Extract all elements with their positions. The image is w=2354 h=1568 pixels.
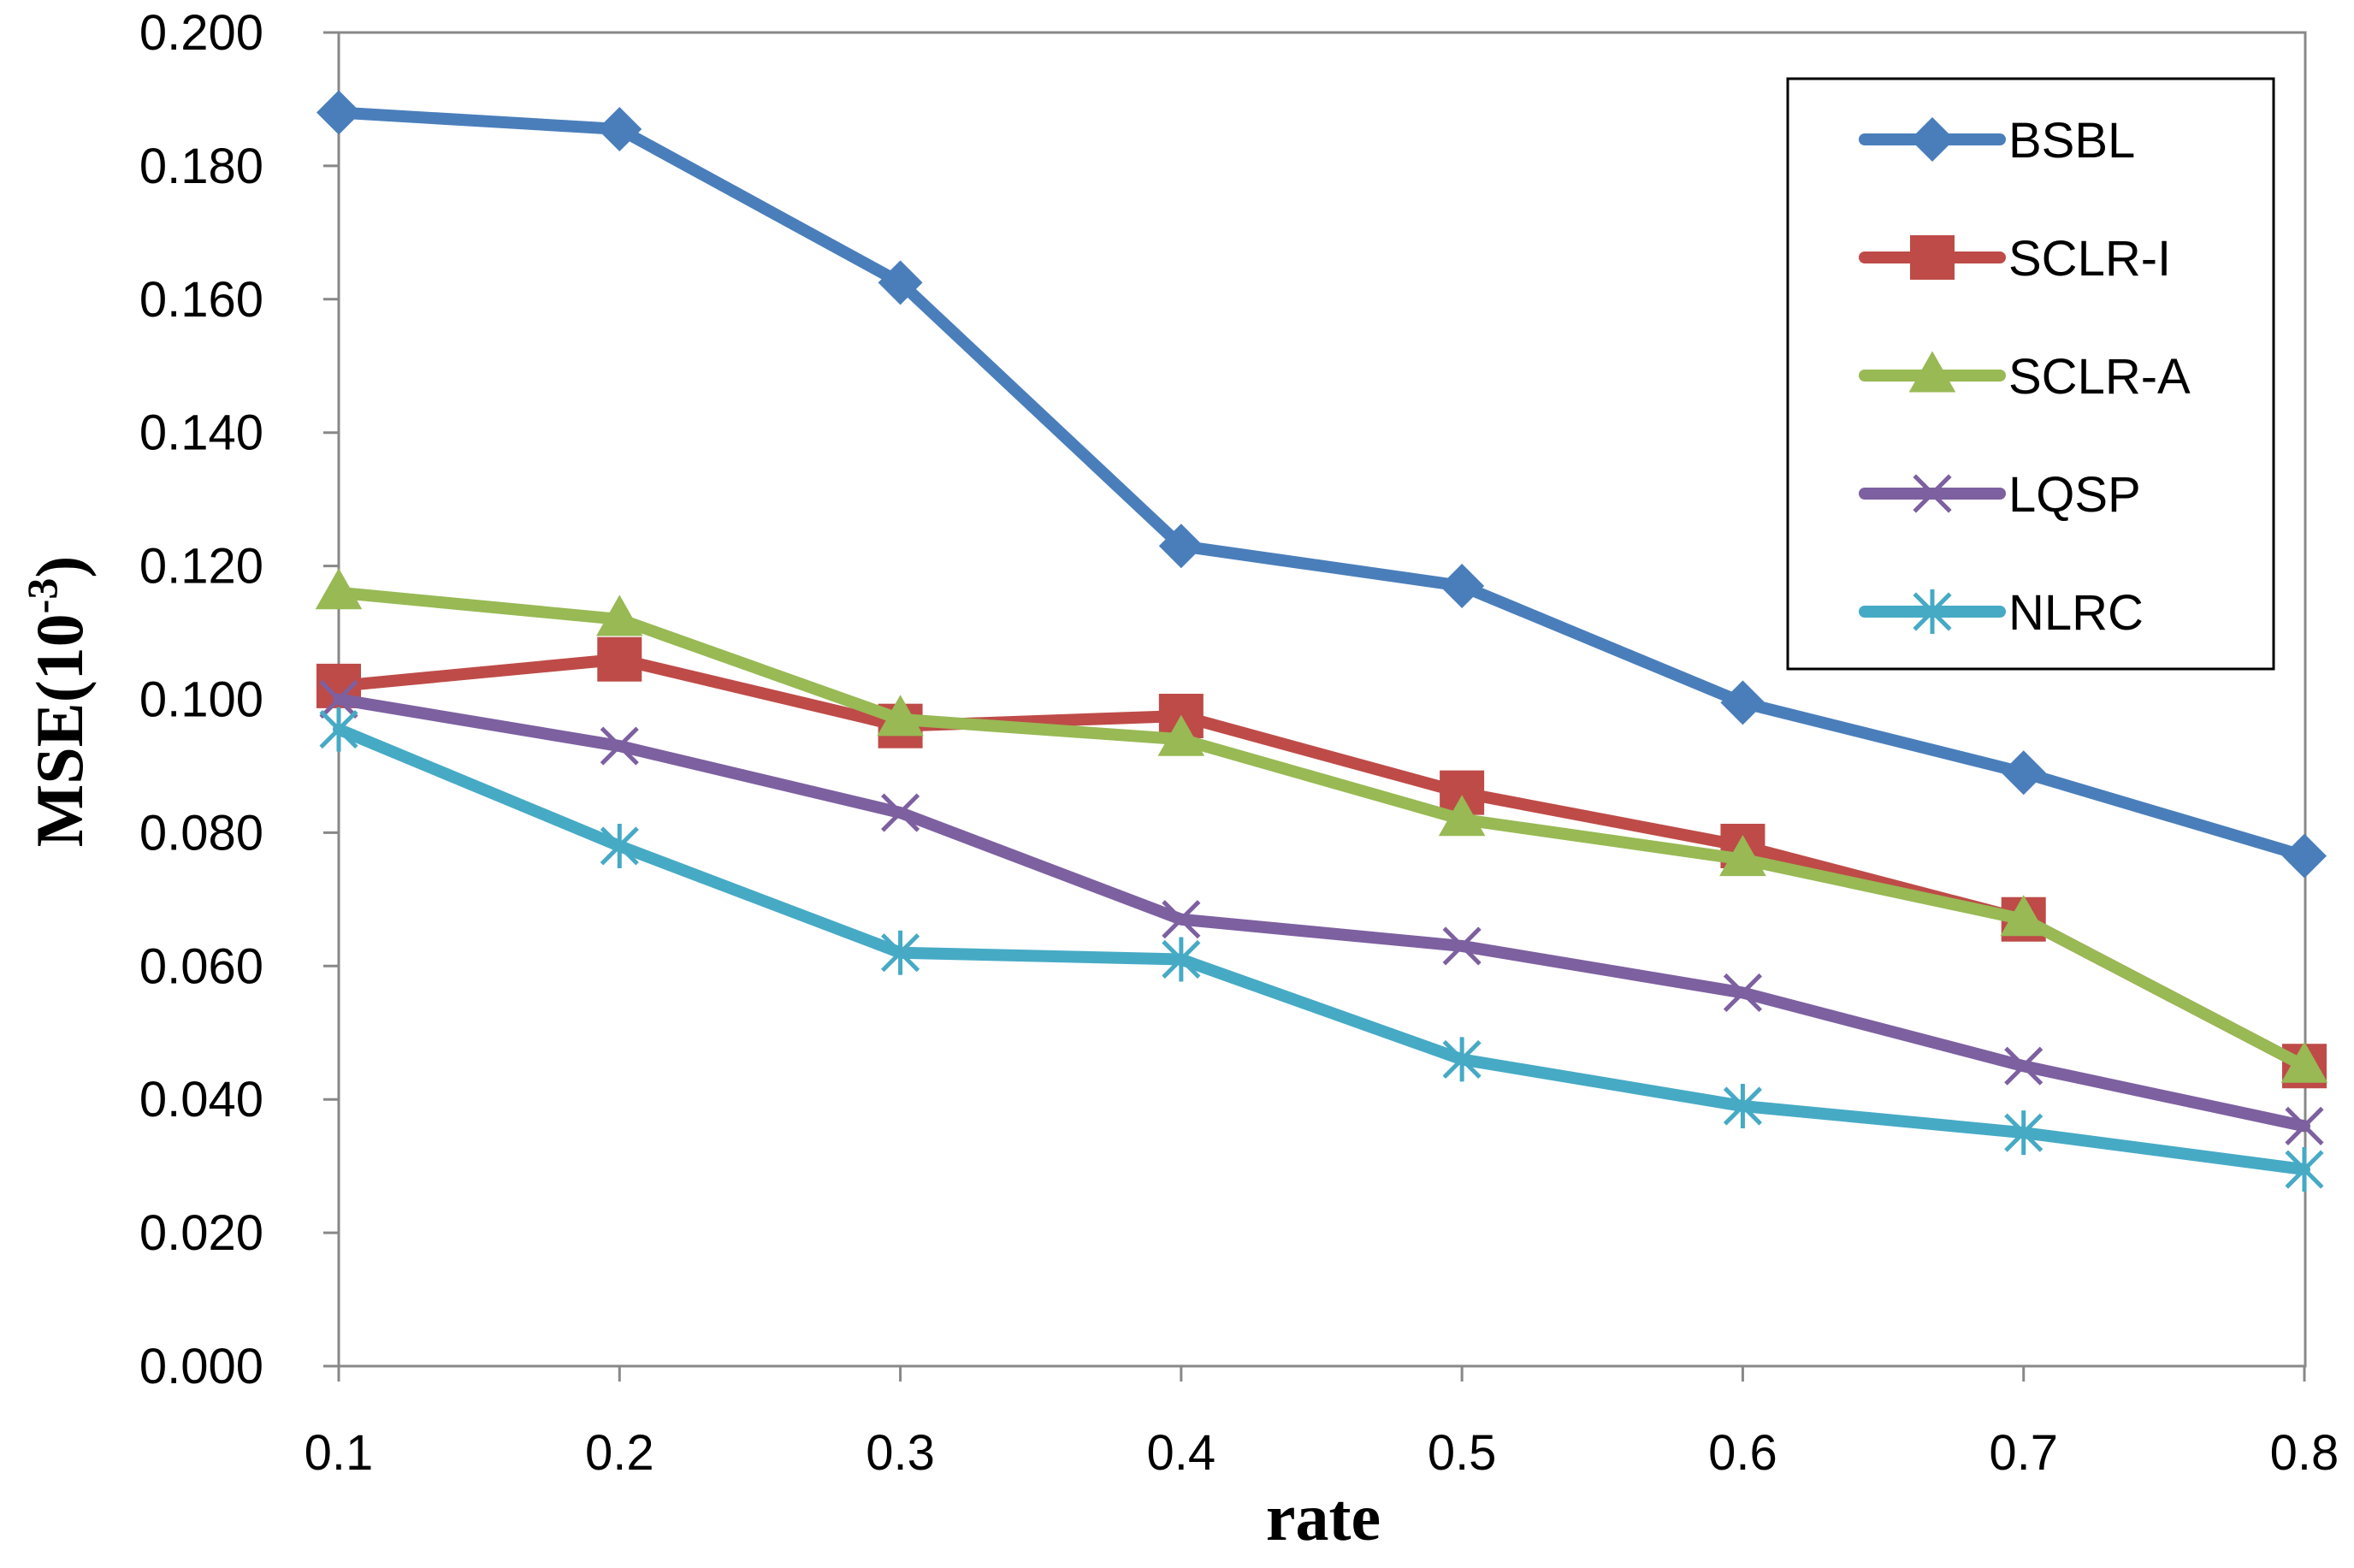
series-bsbl xyxy=(316,90,2327,879)
series-line xyxy=(333,106,2310,862)
star-marker xyxy=(2285,1147,2324,1192)
square-marker xyxy=(597,636,642,682)
triangle-marker xyxy=(1157,714,1205,756)
diamond-marker xyxy=(1910,117,1955,162)
legend-item-lqsp: LQSP xyxy=(1859,467,2141,523)
star-marker xyxy=(881,930,920,975)
star-marker xyxy=(319,707,358,752)
square-marker xyxy=(1910,235,1955,280)
star-marker xyxy=(600,823,639,868)
legend-item-bsbl: BSBL xyxy=(1859,113,2135,169)
legend-label: BSBL xyxy=(2008,113,2135,169)
series-line xyxy=(333,586,2310,1073)
x-tick-label: 0.6 xyxy=(1708,1425,1777,1481)
series-sclr-a xyxy=(315,568,2328,1083)
diamond-marker xyxy=(2282,833,2327,879)
y-tick-label: 0.020 xyxy=(139,1205,263,1261)
y-axis: 0.000 0.020 0.040 0.060 0.080 0.100 0.120 0.140… xyxy=(139,5,339,1394)
triangle-marker xyxy=(595,595,643,636)
triangle-marker xyxy=(315,568,363,610)
series-nlrc xyxy=(319,707,2324,1192)
legend-item-sclr-a: SCLR-A xyxy=(1859,349,2191,405)
y-tick-label: 0.180 xyxy=(139,139,263,194)
diamond-marker xyxy=(2001,750,2046,796)
diamond-marker xyxy=(1720,680,1766,725)
series-line xyxy=(333,723,2310,1176)
legend-label: SCLR-I xyxy=(2008,231,2171,287)
diamond-marker xyxy=(1440,563,1485,608)
x-marker xyxy=(1913,474,1952,513)
triangle-marker xyxy=(1908,351,1956,393)
star-marker xyxy=(1442,1037,1482,1082)
x-tick-label: 0.5 xyxy=(1428,1425,1497,1481)
y-tick-label: 0.100 xyxy=(139,672,263,728)
x-axis-title: rate xyxy=(1266,1480,1381,1554)
x-marker xyxy=(1442,926,1482,966)
diamond-marker xyxy=(878,260,923,305)
y-tick-label: 0.000 xyxy=(139,1339,263,1394)
x-tick-label: 0.1 xyxy=(305,1425,374,1481)
diamond-marker xyxy=(316,90,361,135)
y-axis-title: MSE(10-3) xyxy=(18,556,97,848)
y-tick-label: 0.060 xyxy=(139,938,263,994)
y-tick-label: 0.040 xyxy=(139,1072,263,1127)
x-tick-label: 0.7 xyxy=(1989,1425,2058,1481)
x-axis: 0.1 0.2 0.3 0.4 0.5 0.6 0.7 0.8 xyxy=(305,1366,2339,1481)
star-marker xyxy=(1913,589,1952,634)
triangle-marker xyxy=(1719,834,1766,877)
legend-label: LQSP xyxy=(2008,467,2141,523)
y-axis-title-exponent: -3 xyxy=(18,578,66,614)
x-marker xyxy=(2285,1106,2324,1145)
y-axis-title-close: ) xyxy=(22,556,97,578)
x-marker xyxy=(600,726,639,766)
legend: BSBL SCLR-I SCLR-A LQSP NLRC xyxy=(1786,77,2275,671)
diamond-marker xyxy=(1158,524,1204,569)
star-marker xyxy=(1723,1083,1762,1128)
y-tick-label: 0.200 xyxy=(139,5,263,61)
triangle-marker xyxy=(2280,1041,2328,1083)
y-axis-title-main: MSE(10 xyxy=(22,613,97,847)
triangle-marker xyxy=(1438,795,1486,837)
series-layer xyxy=(315,90,2328,1192)
x-marker xyxy=(1162,900,1201,939)
x-marker xyxy=(319,679,358,719)
star-marker xyxy=(1162,937,1201,982)
y-tick-label: 0.160 xyxy=(139,272,263,328)
legend-label: NLRC xyxy=(2008,585,2144,641)
diamond-marker xyxy=(597,107,642,152)
series-line xyxy=(333,693,2310,1133)
star-marker xyxy=(2004,1110,2043,1156)
legend-item-sclr-i: SCLR-I xyxy=(1859,231,2171,287)
x-marker xyxy=(881,793,920,832)
x-tick-label: 0.2 xyxy=(585,1425,654,1481)
triangle-marker xyxy=(877,695,924,737)
y-tick-label: 0.080 xyxy=(139,805,263,861)
legend-label: SCLR-A xyxy=(2008,349,2191,405)
y-tick-label: 0.120 xyxy=(139,539,263,595)
x-tick-label: 0.4 xyxy=(1147,1425,1216,1481)
x-marker xyxy=(2004,1046,2043,1086)
x-tick-label: 0.8 xyxy=(2270,1425,2339,1481)
x-marker xyxy=(1723,973,1762,1013)
series-lqsp xyxy=(319,679,2324,1145)
triangle-marker xyxy=(2000,895,2048,937)
x-tick-label: 0.3 xyxy=(866,1425,935,1481)
legend-item-nlrc: NLRC xyxy=(1859,585,2144,641)
y-tick-label: 0.140 xyxy=(139,405,263,461)
